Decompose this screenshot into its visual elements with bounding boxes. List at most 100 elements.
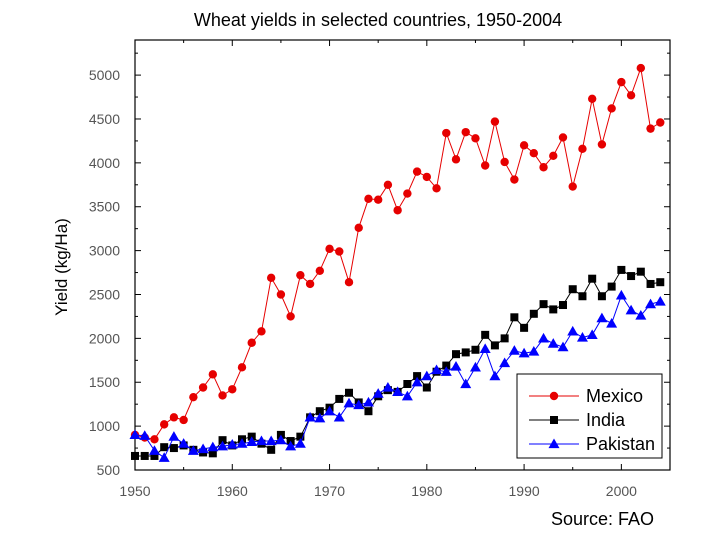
pakistan-point xyxy=(654,296,666,306)
pakistan-point xyxy=(440,366,452,376)
pakistan-point xyxy=(304,411,316,422)
pakistan-point xyxy=(567,325,579,336)
mexico-point xyxy=(335,247,344,256)
pakistan-point xyxy=(246,436,258,447)
x-tick-label: 1990 xyxy=(509,483,540,499)
pakistan-point xyxy=(333,411,345,422)
legend-label-pakistan: Pakistan xyxy=(586,434,655,454)
mexico-point xyxy=(490,117,500,126)
pakistan-point xyxy=(343,397,355,408)
mexico-point xyxy=(208,370,218,379)
pakistan-point xyxy=(596,312,608,323)
mexico-point xyxy=(568,182,577,191)
mexico-point xyxy=(228,385,237,394)
india-point xyxy=(296,432,305,441)
pakistan-point xyxy=(518,347,530,358)
india-point xyxy=(471,345,480,354)
pakistan-point xyxy=(353,399,365,410)
pakistan-point xyxy=(645,298,657,309)
pakistan-point xyxy=(168,431,180,441)
mexico-point xyxy=(344,278,354,287)
mexico-point xyxy=(315,266,325,275)
india-point xyxy=(520,323,529,332)
india-point xyxy=(481,330,490,339)
pakistan-point xyxy=(158,452,170,462)
mexico-point xyxy=(296,270,305,280)
mexico-point xyxy=(150,435,159,444)
pakistan-point xyxy=(255,435,267,446)
y-tick-label: 5000 xyxy=(89,67,120,83)
india-point xyxy=(413,372,422,381)
x-tick-label: 1960 xyxy=(217,483,248,499)
mexico-point xyxy=(636,63,646,73)
india-point xyxy=(452,350,460,359)
pakistan-point xyxy=(129,429,141,440)
x-tick-label: 1980 xyxy=(411,483,442,499)
india-point xyxy=(588,274,597,283)
mexico-point xyxy=(578,144,587,154)
mexico-point xyxy=(257,327,266,336)
mexico-point xyxy=(218,391,227,400)
plot-area-frame xyxy=(134,39,671,471)
pakistan-point xyxy=(324,405,336,416)
india-point xyxy=(208,449,217,458)
india-point xyxy=(578,292,587,301)
x-tick-label: 1950 xyxy=(119,483,150,499)
pakistan-point xyxy=(265,435,277,446)
india-point xyxy=(267,445,276,454)
mexico-point xyxy=(247,338,256,347)
pakistan-point xyxy=(197,443,209,454)
mexico-point xyxy=(471,134,480,143)
pakistan-point xyxy=(421,370,433,381)
y-tick-label: 2500 xyxy=(89,286,120,302)
pakistan-point xyxy=(392,386,404,397)
pakistan-point xyxy=(372,388,384,398)
mexico-point xyxy=(159,420,169,429)
pakistan-point xyxy=(382,382,394,392)
mexico-point xyxy=(266,273,276,283)
pakistan-point xyxy=(148,445,160,455)
mexico-point xyxy=(539,163,548,172)
pakistan-point xyxy=(187,445,199,455)
pakistan-point xyxy=(635,310,647,320)
mexico-point xyxy=(422,172,432,182)
mexico-point xyxy=(500,157,509,167)
mexico-point xyxy=(237,363,247,372)
pakistan-point xyxy=(469,361,481,372)
mexico-point xyxy=(519,141,529,150)
pakistan-point xyxy=(499,357,511,368)
mexico-point xyxy=(383,180,393,189)
mexico-point xyxy=(558,133,568,142)
mexico-point xyxy=(617,77,626,87)
pakistan-point xyxy=(615,289,627,300)
pakistan-point xyxy=(285,440,297,451)
india-point xyxy=(345,388,353,397)
mexico-point xyxy=(305,279,315,289)
india-point xyxy=(656,278,665,287)
mexico-point xyxy=(607,104,616,113)
india-point xyxy=(131,451,139,460)
india-point xyxy=(422,383,431,392)
india-point xyxy=(549,305,558,314)
mexico-point xyxy=(169,413,179,422)
mexico-point xyxy=(451,155,461,164)
mexico-point xyxy=(510,175,519,184)
mexico-point xyxy=(354,223,363,232)
mexico-point xyxy=(286,312,295,321)
india-point xyxy=(636,267,645,276)
india-point xyxy=(529,309,538,318)
pakistan-point xyxy=(576,331,588,342)
pakistan-point xyxy=(450,360,462,371)
mexico-point xyxy=(480,161,490,170)
india-point xyxy=(218,436,227,445)
india-point xyxy=(510,313,519,322)
legend-marker-mexico xyxy=(549,391,559,401)
x-tick-label: 2000 xyxy=(606,483,637,499)
legend-label-mexico: Mexico xyxy=(586,386,643,406)
pakistan-point xyxy=(411,376,423,387)
mexico-point xyxy=(373,195,383,204)
india-point xyxy=(442,361,451,370)
y-tick-label: 3500 xyxy=(89,199,120,215)
y-tick-label: 1500 xyxy=(89,374,120,390)
mexico-point xyxy=(325,244,334,254)
